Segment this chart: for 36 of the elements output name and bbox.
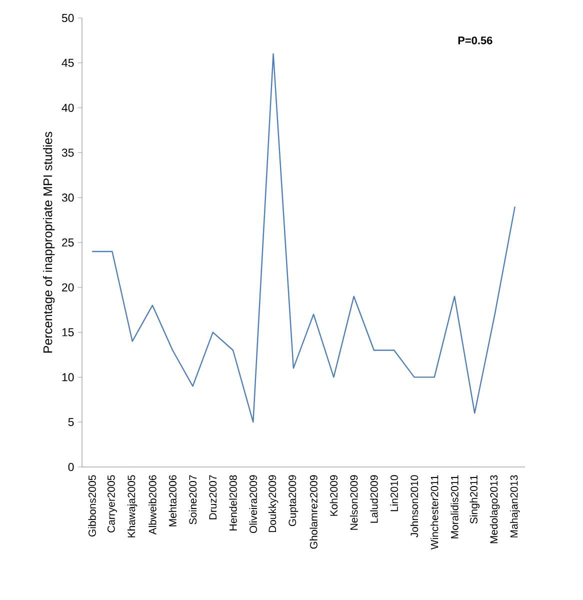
y-tick-label: 20 — [62, 283, 74, 292]
y-tick-label: 45 — [62, 58, 74, 67]
line-series — [91, 53, 516, 423]
x-tick-label: Mehta2006 — [168, 475, 176, 526]
x-tick-label: Moralidis2011 — [450, 475, 458, 538]
x-tick-label: Doukky2009 — [268, 475, 278, 532]
x-tick-label: Soine2007 — [188, 475, 197, 524]
x-tick-label: Carryer2005 — [107, 475, 117, 532]
x-tick-label: Lalud2009 — [370, 475, 378, 523]
x-tick-label: Mahajan2013 — [510, 475, 520, 538]
x-tick-label: Albweib2006 — [148, 475, 156, 535]
y-tick-label: 15 — [62, 328, 74, 336]
x-tick-label: Khawaja2005 — [127, 475, 138, 538]
x-tick-label: Singh2011 — [470, 475, 480, 524]
x-tick-label: Lin2010 — [390, 475, 398, 512]
y-tick-label: 30 — [62, 194, 74, 202]
x-tick-label: Hendel2008 — [229, 475, 237, 530]
x-tick-label: Gholamrez2009 — [310, 475, 318, 549]
y-tick-label: 35 — [62, 148, 74, 157]
x-tick-label: Winchester2011 — [430, 475, 438, 550]
x-tick-label: Gupta2009 — [288, 475, 298, 526]
y-tick-label: 0 — [68, 462, 74, 472]
y-tick-label: 10 — [62, 373, 74, 382]
y-tick-label: 50 — [62, 14, 74, 22]
y-tick-label: 5 — [68, 418, 74, 426]
x-tick-label: Medolago2013 — [490, 475, 500, 544]
x-tick-label: Koh2009 — [330, 475, 338, 516]
x-tick-label: Johnson2010 — [410, 475, 418, 538]
x-tick-label: Nelson2009 — [350, 475, 358, 530]
y-axis-title: Percentage of inappropriate MPI studies — [43, 132, 55, 353]
x-tick-label: Druz2007 — [209, 475, 217, 520]
x-tick-label: Oliveira2009 — [249, 475, 258, 533]
y-tick-label: 25 — [62, 238, 74, 247]
annotation: P=0.56 — [458, 36, 492, 44]
x-tick-label: Gibbons2005 — [88, 475, 96, 536]
y-tick-label: 40 — [62, 104, 74, 112]
